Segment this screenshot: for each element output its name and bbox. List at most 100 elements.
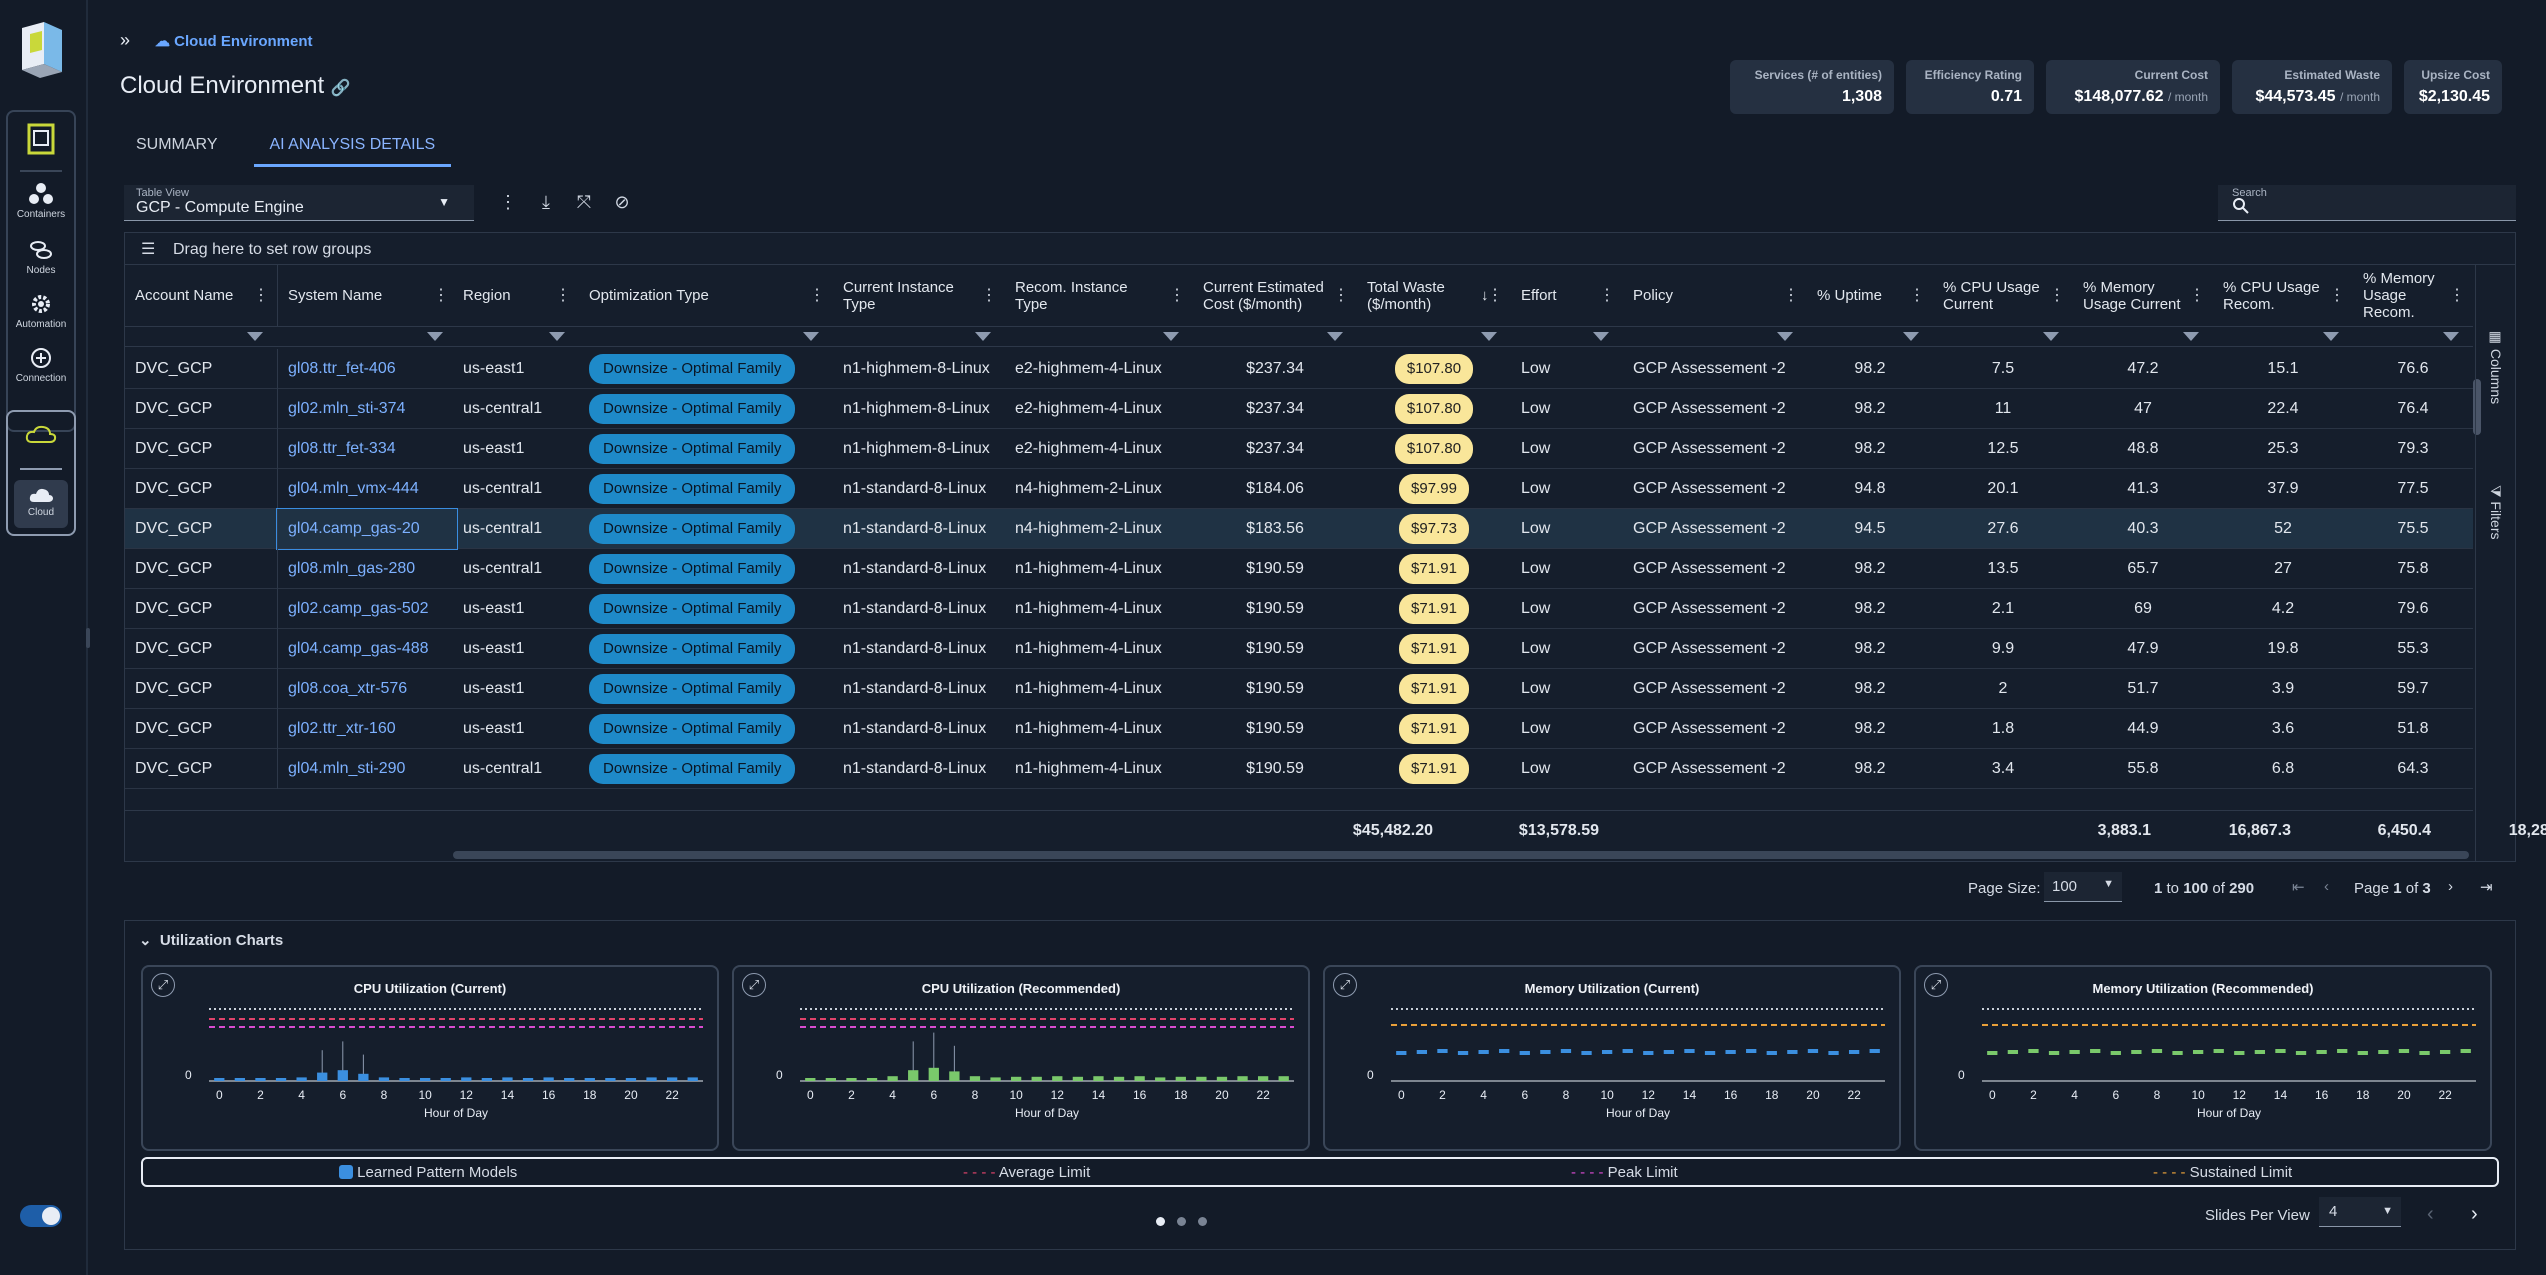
sidebar-resize-handle[interactable] bbox=[86, 628, 90, 648]
column-menu-icon[interactable]: ⋮ bbox=[555, 287, 571, 304]
column-filter-icon[interactable] bbox=[1807, 327, 1933, 347]
table-row[interactable]: DVC_GCP gl04.mln_sti-290 us-central1 Downsi… bbox=[125, 749, 2473, 789]
column-filter-icon[interactable] bbox=[1193, 327, 1357, 347]
column-header[interactable]: System Name ⋮ bbox=[277, 265, 457, 327]
row-group-drop-zone[interactable]: ☰ Drag here to set row groups bbox=[125, 233, 2515, 265]
column-menu-icon[interactable]: ⋮ bbox=[1599, 287, 1615, 304]
horizontal-scrollbar[interactable] bbox=[453, 851, 2469, 859]
column-filter-icon[interactable] bbox=[833, 327, 1005, 347]
carousel-dot[interactable] bbox=[1198, 1217, 1207, 1226]
column-menu-icon[interactable]: ⋮ bbox=[2329, 287, 2345, 304]
table-row[interactable]: DVC_GCP gl02.ttr_xtr-160 us-east1 Downsize … bbox=[125, 709, 2473, 749]
column-header[interactable]: Optimization Type ⋮ bbox=[579, 265, 833, 327]
slides-per-view-select[interactable]: 4 ▼ bbox=[2319, 1197, 2401, 1227]
charts-header[interactable]: ⌄ Utilization Charts bbox=[139, 932, 284, 949]
expand-chart-icon[interactable]: ⤢ bbox=[742, 973, 766, 997]
table-row[interactable]: DVC_GCP gl08.coa_xtr-576 us-east1 Downsize … bbox=[125, 669, 2473, 709]
page-size-select[interactable]: 100 ▼ bbox=[2044, 872, 2122, 902]
nav-item-nodes[interactable]: Nodes bbox=[8, 238, 74, 276]
table-cell[interactable]: gl02.ttr_xtr-160 bbox=[277, 709, 457, 749]
column-menu-icon[interactable]: ⋮ bbox=[2049, 287, 2065, 304]
column-header[interactable]: % Memory Usage Current ⋮ bbox=[2073, 265, 2213, 327]
column-menu-icon[interactable]: ⋮ bbox=[1169, 287, 1185, 304]
column-header[interactable]: Current Estimated Cost ($/month) ⋮ bbox=[1193, 265, 1357, 327]
table-cell[interactable]: gl02.mln_sti-374 bbox=[277, 389, 457, 429]
table-row[interactable]: DVC_GCP gl02.camp_gas-502 us-east1 Downsize… bbox=[125, 589, 2473, 629]
table-row[interactable]: DVC_GCP gl04.mln_vmx-444 us-central1 Downsi… bbox=[125, 469, 2473, 509]
table-row[interactable]: DVC_GCP gl04.camp_gas-488 us-east1 Downsize… bbox=[125, 629, 2473, 669]
column-menu-icon[interactable]: ⋮ bbox=[433, 287, 449, 304]
column-filter-icon[interactable] bbox=[2213, 327, 2353, 347]
column-header[interactable]: Recom. Instance Type ⋮ bbox=[1005, 265, 1193, 327]
last-page-icon[interactable]: ⇥ bbox=[2480, 879, 2493, 896]
carousel-dot[interactable] bbox=[1156, 1217, 1165, 1226]
expand-chart-icon[interactable]: ⤢ bbox=[1333, 973, 1357, 997]
column-menu-icon[interactable]: ⋮ bbox=[981, 287, 997, 304]
carousel-dot[interactable] bbox=[1177, 1217, 1186, 1226]
columns-tab[interactable]: ▦ Columns bbox=[2488, 329, 2504, 405]
column-filter-icon[interactable] bbox=[579, 327, 833, 347]
table-cell[interactable]: gl08.ttr_fet-406 bbox=[277, 349, 457, 389]
table-row[interactable]: DVC_GCP gl08.ttr_fet-334 us-east1 Downsize … bbox=[125, 429, 2473, 469]
collapse-icon[interactable]: ⤧ bbox=[576, 192, 592, 212]
table-cell[interactable]: gl08.mln_gas-280 bbox=[277, 549, 457, 589]
column-header[interactable]: Account Name ⋮ bbox=[125, 265, 277, 327]
carousel-prev-icon[interactable]: ‹ bbox=[2427, 1203, 2434, 1225]
column-menu-icon[interactable]: ⋮ bbox=[1783, 287, 1799, 304]
table-view-select[interactable]: Table View GCP - Compute Engine ▼ bbox=[124, 185, 474, 221]
breadcrumb[interactable]: ☁ Cloud Environment bbox=[155, 32, 313, 50]
clear-filter-icon[interactable]: ⊘ bbox=[614, 192, 630, 212]
column-menu-icon[interactable]: ⋮ bbox=[1487, 287, 1503, 304]
table-cell[interactable]: gl08.coa_xtr-576 bbox=[277, 669, 457, 709]
column-menu-icon[interactable]: ⋮ bbox=[253, 287, 269, 304]
expand-chart-icon[interactable]: ⤢ bbox=[1924, 973, 1948, 997]
column-filter-icon[interactable] bbox=[125, 327, 277, 347]
download-icon[interactable]: ⤓ bbox=[542, 192, 550, 212]
column-header[interactable]: Effort ⋮ bbox=[1511, 265, 1623, 327]
table-cell[interactable]: gl08.ttr_fet-334 bbox=[277, 429, 457, 469]
table-row[interactable]: DVC_GCP gl08.mln_gas-280 us-central1 Downsi… bbox=[125, 549, 2473, 589]
column-header[interactable]: Region ⋮ bbox=[453, 265, 579, 327]
column-filter-icon[interactable] bbox=[2353, 327, 2473, 347]
carousel-next-icon[interactable]: › bbox=[2471, 1203, 2478, 1225]
nav-cloud-outline[interactable] bbox=[8, 424, 74, 449]
prev-page-icon[interactable]: ‹ bbox=[2324, 878, 2329, 895]
column-header[interactable]: % CPU Usage Recom. ⋮ bbox=[2213, 265, 2353, 327]
nav-item-connection[interactable]: Connection bbox=[8, 346, 74, 384]
table-row[interactable]: DVC_GCP gl08.ttr_fet-406 us-east1 Downsize … bbox=[125, 349, 2473, 389]
table-cell[interactable]: gl04.mln_sti-290 bbox=[277, 749, 457, 789]
column-filter-icon[interactable] bbox=[2073, 327, 2213, 347]
column-header[interactable]: Current Instance Type ⋮ bbox=[833, 265, 1005, 327]
table-cell[interactable]: gl04.camp_gas-488 bbox=[277, 629, 457, 669]
more-vert-icon[interactable]: ⋮ bbox=[499, 192, 517, 212]
column-header[interactable]: Total Waste ($/month) ↓ ⋮ bbox=[1357, 265, 1511, 327]
expand-chart-icon[interactable]: ⤢ bbox=[151, 973, 175, 997]
table-row[interactable]: DVC_GCP gl02.mln_sti-374 us-central1 Downsi… bbox=[125, 389, 2473, 429]
column-filter-icon[interactable] bbox=[453, 327, 579, 347]
tab-summary[interactable]: SUMMARY bbox=[136, 136, 218, 153]
column-filter-icon[interactable] bbox=[1357, 327, 1511, 347]
nav-item-containers[interactable]: Containers bbox=[8, 182, 74, 220]
column-header[interactable]: Policy ⋮ bbox=[1623, 265, 1807, 327]
column-header[interactable]: % CPU Usage Current ⋮ bbox=[1933, 265, 2073, 327]
table-cell[interactable]: gl04.mln_vmx-444 bbox=[277, 469, 457, 509]
theme-toggle[interactable] bbox=[20, 1205, 62, 1227]
nav-item-cloud[interactable]: Cloud bbox=[14, 480, 68, 528]
column-filter-icon[interactable] bbox=[1005, 327, 1193, 347]
nav-home[interactable] bbox=[8, 122, 74, 159]
column-menu-icon[interactable]: ⋮ bbox=[1909, 287, 1925, 304]
vertical-scrollbar[interactable] bbox=[2473, 379, 2481, 435]
column-header[interactable]: % Uptime ⋮ bbox=[1807, 265, 1933, 327]
column-filter-icon[interactable] bbox=[1623, 327, 1807, 347]
column-filter-icon[interactable] bbox=[1933, 327, 2073, 347]
table-row[interactable]: DVC_GCP gl04.camp_gas-20 us-central1 Downsi… bbox=[125, 508, 2473, 550]
next-page-icon[interactable]: › bbox=[2448, 878, 2453, 895]
table-cell[interactable]: gl02.camp_gas-502 bbox=[277, 589, 457, 629]
table-cell[interactable]: gl04.camp_gas-20 bbox=[276, 508, 458, 550]
column-menu-icon[interactable]: ⋮ bbox=[2449, 287, 2465, 304]
column-menu-icon[interactable]: ⋮ bbox=[2189, 287, 2205, 304]
first-page-icon[interactable]: ⇤ bbox=[2292, 879, 2305, 896]
tab-ai-analysis-details[interactable]: AI ANALYSIS DETAILS bbox=[253, 132, 452, 167]
column-menu-icon[interactable]: ⋮ bbox=[809, 287, 825, 304]
link-icon[interactable]: 🔗 bbox=[330, 80, 351, 97]
